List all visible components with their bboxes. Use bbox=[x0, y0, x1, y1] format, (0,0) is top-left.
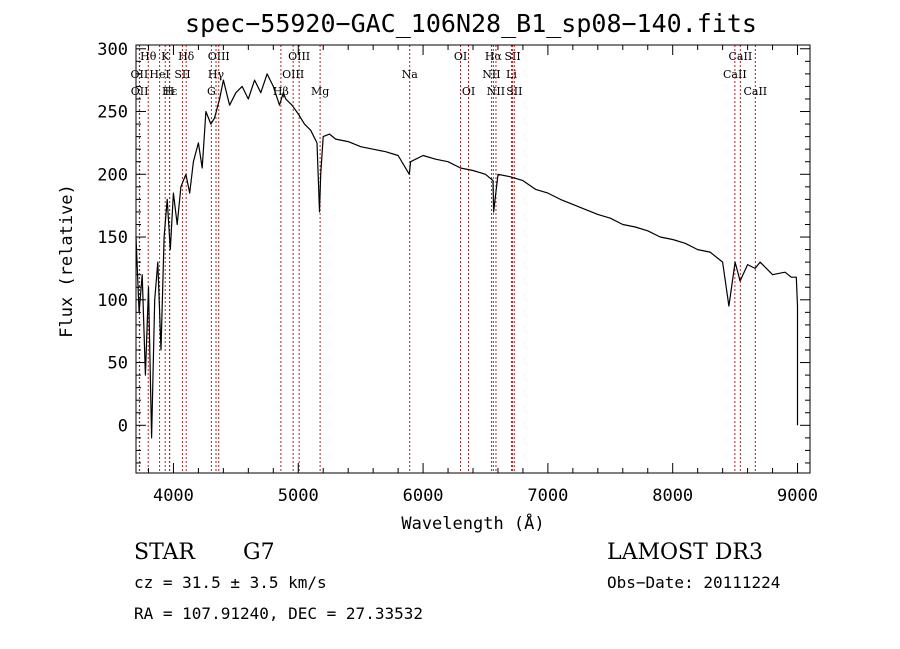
line-label: CaII bbox=[723, 68, 747, 81]
x-tick-labels: 4000 5000 6000 7000 8000 9000 bbox=[153, 486, 818, 506]
line-label: G bbox=[207, 85, 216, 98]
line-label: Hθ bbox=[140, 50, 157, 63]
line-label: Hα bbox=[485, 50, 503, 63]
y-tick-label: 200 bbox=[97, 165, 128, 185]
redshift-info: cz = 31.5 ± 3.5 km/s bbox=[134, 573, 327, 592]
line-label: Hε bbox=[162, 85, 178, 98]
line-label: Hβ bbox=[273, 85, 289, 98]
line-label: Hδ bbox=[178, 50, 195, 63]
line-label: Hγ bbox=[208, 68, 225, 81]
x-tick-label: 6000 bbox=[403, 486, 444, 506]
coordinates: RA = 107.91240, DEC = 27.33532 bbox=[134, 604, 423, 623]
line-label: Li bbox=[506, 68, 517, 81]
x-tick-label: 8000 bbox=[652, 486, 693, 506]
line-label: OIII bbox=[208, 50, 230, 63]
y-tick-label: 250 bbox=[97, 103, 128, 123]
line-label: Na bbox=[402, 68, 419, 81]
y-tick-label: 100 bbox=[97, 291, 128, 311]
y-tick-label: 150 bbox=[97, 228, 128, 248]
line-label: NII bbox=[482, 68, 500, 81]
x-axis-label: Wavelength (Å) bbox=[401, 512, 544, 534]
object-class: STAR bbox=[134, 540, 196, 565]
line-label: CaII bbox=[729, 50, 753, 63]
line-label: SII bbox=[504, 50, 520, 63]
y-tick-label: 0 bbox=[118, 416, 128, 436]
line-label: OII bbox=[131, 85, 149, 98]
line-label: OI bbox=[454, 50, 467, 63]
line-label: SII bbox=[174, 68, 190, 81]
line-label: OIII bbox=[282, 68, 304, 81]
chart-title: spec−55920−GAC_106N28_B1_sp08−140.fits bbox=[185, 9, 757, 38]
y-tick-label: 50 bbox=[108, 354, 128, 374]
y-axis-label: Flux (relative) bbox=[57, 184, 77, 338]
spectrum-line bbox=[135, 73, 799, 439]
obs-date: Obs−Date: 20111224 bbox=[607, 573, 780, 592]
line-label: CaII bbox=[743, 85, 767, 98]
x-tick-label: 7000 bbox=[527, 486, 568, 506]
y-tick-labels: 0 50 100 150 200 250 300 bbox=[97, 40, 128, 437]
series-layer bbox=[135, 73, 799, 439]
line-label: OI bbox=[462, 85, 475, 98]
plot-frame bbox=[135, 44, 811, 474]
line-label: OIII bbox=[288, 50, 310, 63]
line-label: H bbox=[165, 85, 175, 98]
line-label: Mg bbox=[311, 85, 329, 98]
y-tick-label: 300 bbox=[97, 40, 128, 60]
x-tick-label: 5000 bbox=[278, 486, 319, 506]
line-label: SII bbox=[506, 85, 522, 98]
axis-ticks bbox=[136, 45, 810, 473]
line-label: NII bbox=[487, 85, 505, 98]
object-subclass: G7 bbox=[243, 540, 275, 565]
line-label: HeI bbox=[149, 68, 169, 81]
survey-name: LAMOST DR3 bbox=[607, 540, 763, 565]
x-tick-label: 9000 bbox=[777, 486, 818, 506]
x-tick-label: 4000 bbox=[153, 486, 194, 506]
line-label: K bbox=[161, 50, 170, 63]
